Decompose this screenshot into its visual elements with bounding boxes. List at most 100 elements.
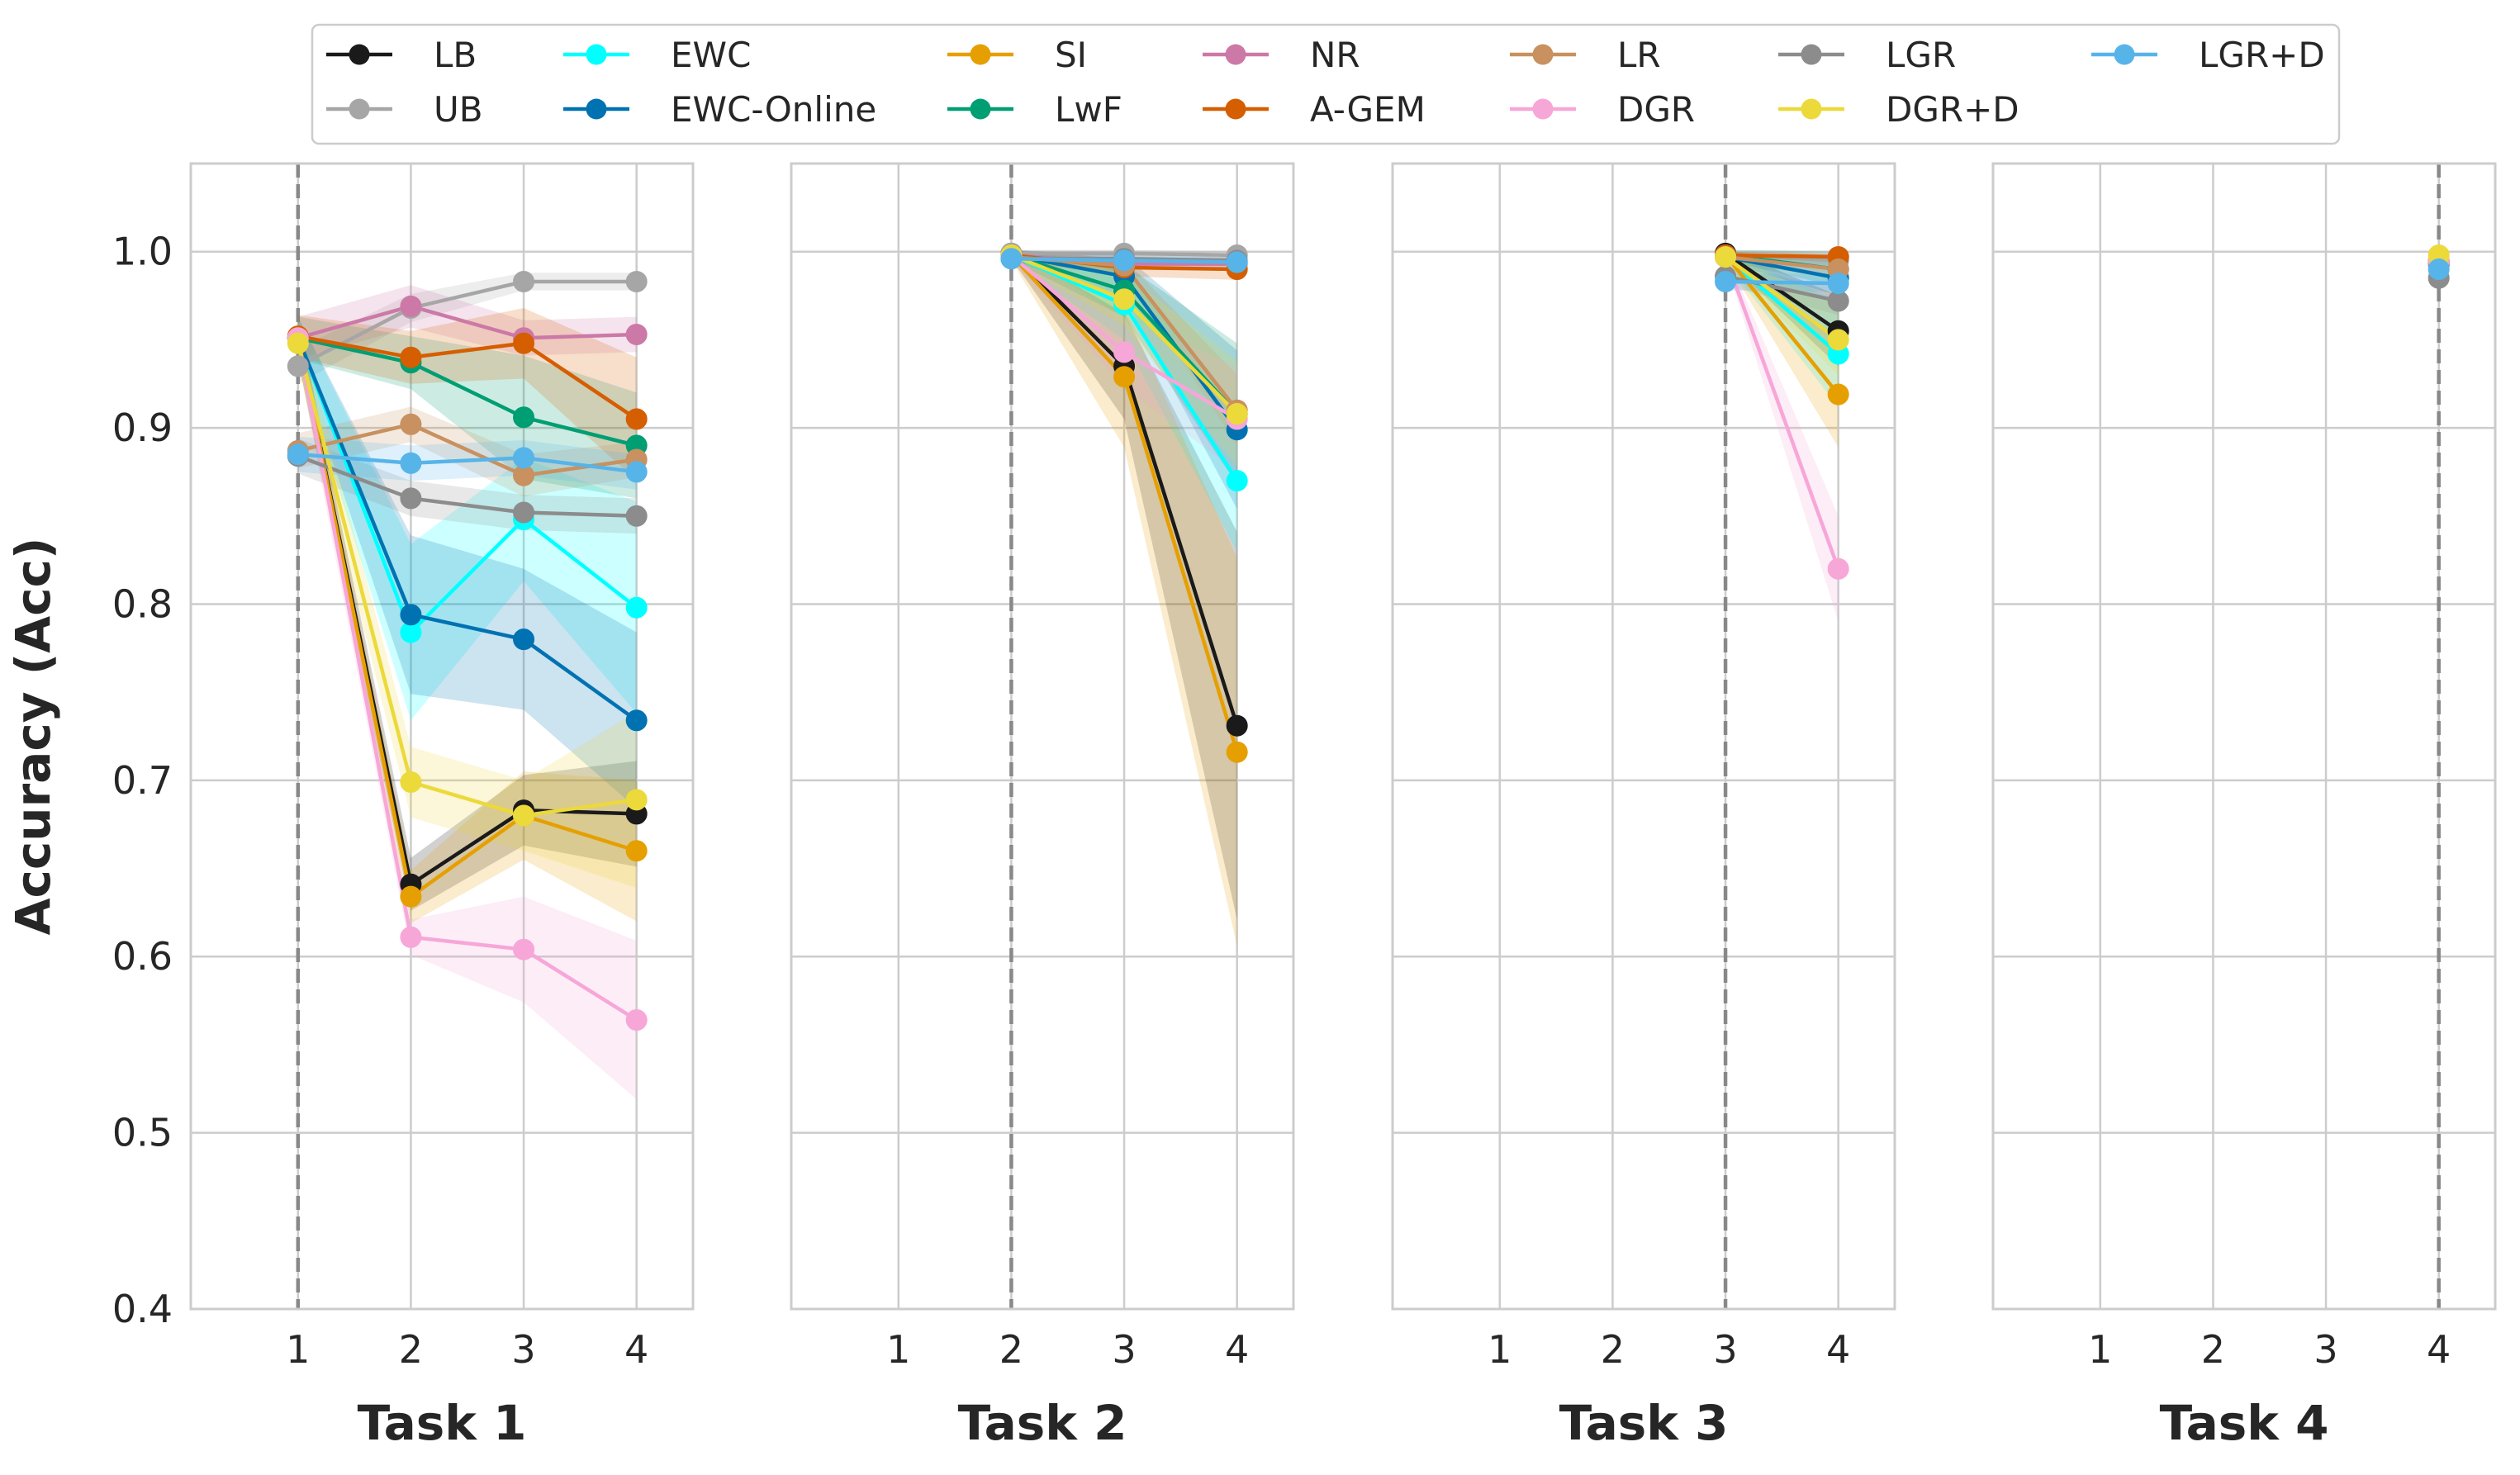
- panel-task-2: 1 2 3 4 Task 2: [790, 162, 1295, 1451]
- point-dgr: [1113, 341, 1136, 363]
- point-dgr+d: [513, 804, 535, 827]
- point-dgr+d: [625, 789, 648, 811]
- x-axis-label: Task 3: [1559, 1395, 1729, 1451]
- legend-item-lb: LB: [326, 35, 477, 75]
- point-si: [1827, 383, 1849, 406]
- x-tick-label: 1: [2088, 1327, 2112, 1372]
- legend-label: DGR+D: [1886, 89, 2019, 130]
- x-tick-label: 4: [624, 1327, 648, 1372]
- point-dgr: [400, 926, 422, 948]
- legend-label: LR: [1617, 35, 1661, 75]
- legend-marker: [1532, 98, 1554, 120]
- point-dgr+d: [287, 332, 309, 354]
- legend-label: LwF: [1055, 89, 1122, 130]
- point-ub: [287, 355, 309, 377]
- point-dgr+d: [1715, 246, 1737, 268]
- legend-marker: [349, 98, 370, 120]
- point-lgr+d: [287, 443, 309, 466]
- x-tick-label: 1: [886, 1327, 910, 1372]
- series-line-dgr+d: [1724, 255, 1840, 342]
- point-dgr+d: [1226, 403, 1248, 425]
- point-lr: [400, 413, 422, 435]
- legend-label: LB: [434, 35, 477, 75]
- panel-frame: [790, 162, 1295, 1311]
- series-line-lgr: [297, 454, 637, 519]
- band-lr: [1011, 251, 1237, 446]
- point-si: [625, 840, 648, 862]
- legend-label: DGR: [1617, 89, 1695, 130]
- point-a-gem: [400, 346, 422, 368]
- band-ewc-online: [1011, 249, 1237, 510]
- x-tick-label: 1: [1488, 1327, 1512, 1372]
- point-dgr: [513, 938, 535, 960]
- point-lwf: [513, 406, 535, 429]
- legend-label: A-GEM: [1310, 89, 1426, 130]
- point-lgr+d: [1827, 273, 1849, 295]
- legend-marker: [970, 44, 991, 65]
- legend: LB UB EWC EWC-Online SI LwF NR A-GEM LR DGR LGR DGR…: [311, 23, 2341, 145]
- legend-marker: [970, 98, 991, 120]
- legend-item-lr: LR: [1510, 35, 1661, 75]
- panels: 1 2 3 4 Task 1 0.4 0.5 0.6 0.7 0.8 0.9 1.0 1 2 3 4 Task …: [112, 162, 2497, 1451]
- series-line-a-gem: [1725, 253, 1839, 259]
- point-lgr+d: [625, 461, 648, 483]
- panel-frame: [189, 162, 695, 1311]
- point-dgr+d: [1113, 288, 1136, 311]
- panel-frame: [1391, 162, 1896, 1311]
- legend-item-dgr: DGR: [1510, 89, 1695, 130]
- point-dgr+d: [1827, 329, 1849, 351]
- x-axis-label: Task 2: [958, 1395, 1127, 1451]
- x-axis-label: Task 1: [358, 1395, 527, 1451]
- series-line-lr: [1725, 254, 1839, 272]
- series-line-dgr: [1723, 256, 1840, 570]
- legend-label: NR: [1310, 35, 1360, 75]
- series-line-lb: [1724, 251, 1839, 333]
- point-ub: [513, 270, 535, 292]
- legend-marker: [1225, 98, 1246, 120]
- x-tick-label: 4: [1225, 1327, 1249, 1372]
- point-lb: [1226, 714, 1248, 737]
- x-axis-label: Task 4: [2160, 1395, 2329, 1451]
- legend-marker: [586, 44, 607, 65]
- legend-marker: [2114, 44, 2135, 65]
- x-tick-label: 4: [2427, 1327, 2451, 1372]
- y-tick-label: 0.6: [112, 934, 173, 979]
- panel-frame: [1991, 162, 2497, 1311]
- point-ewc-online: [625, 709, 648, 732]
- legend-item-dgr+d: DGR+D: [1778, 89, 2019, 130]
- band-lgr: [297, 438, 637, 534]
- point-dgr+d: [400, 771, 422, 793]
- series-line-lgr+d: [1725, 279, 1839, 286]
- legend-marker: [1801, 44, 1822, 65]
- band-si: [297, 316, 637, 923]
- legend-label: LGR+D: [2199, 35, 2325, 75]
- y-tick-label: 0.5: [112, 1111, 173, 1155]
- x-tick-label: 3: [511, 1327, 535, 1372]
- band-ewc-online: [297, 316, 637, 809]
- point-lgr+d: [400, 452, 422, 474]
- point-lgr+d: [1226, 251, 1248, 273]
- series-line-lgr+d: [297, 452, 637, 474]
- legend-item-ewc: EWC: [563, 35, 751, 75]
- point-si: [1226, 741, 1248, 763]
- series-line-ewc: [296, 337, 638, 634]
- series-line-si: [1724, 254, 1840, 396]
- band-lgr+d: [297, 436, 637, 490]
- x-tick-label: 3: [1713, 1327, 1737, 1372]
- y-tick-label: 1.0: [112, 230, 173, 274]
- band-dgr: [1725, 251, 1839, 622]
- point-ub: [625, 270, 648, 292]
- legend-item-ub: UB: [326, 89, 483, 130]
- point-nr: [400, 295, 422, 317]
- legend-marker: [1801, 98, 1822, 120]
- y-tick-label: 0.9: [112, 406, 173, 450]
- point-ewc: [1226, 470, 1248, 492]
- point-lgr+d: [2427, 258, 2450, 281]
- point-nr: [625, 323, 648, 345]
- legend-label: SI: [1055, 35, 1087, 75]
- legend-marker: [1225, 44, 1246, 65]
- x-tick-label: 3: [2314, 1327, 2337, 1372]
- y-tick-label: 0.7: [112, 758, 173, 803]
- series-line-dgr+d: [296, 343, 637, 818]
